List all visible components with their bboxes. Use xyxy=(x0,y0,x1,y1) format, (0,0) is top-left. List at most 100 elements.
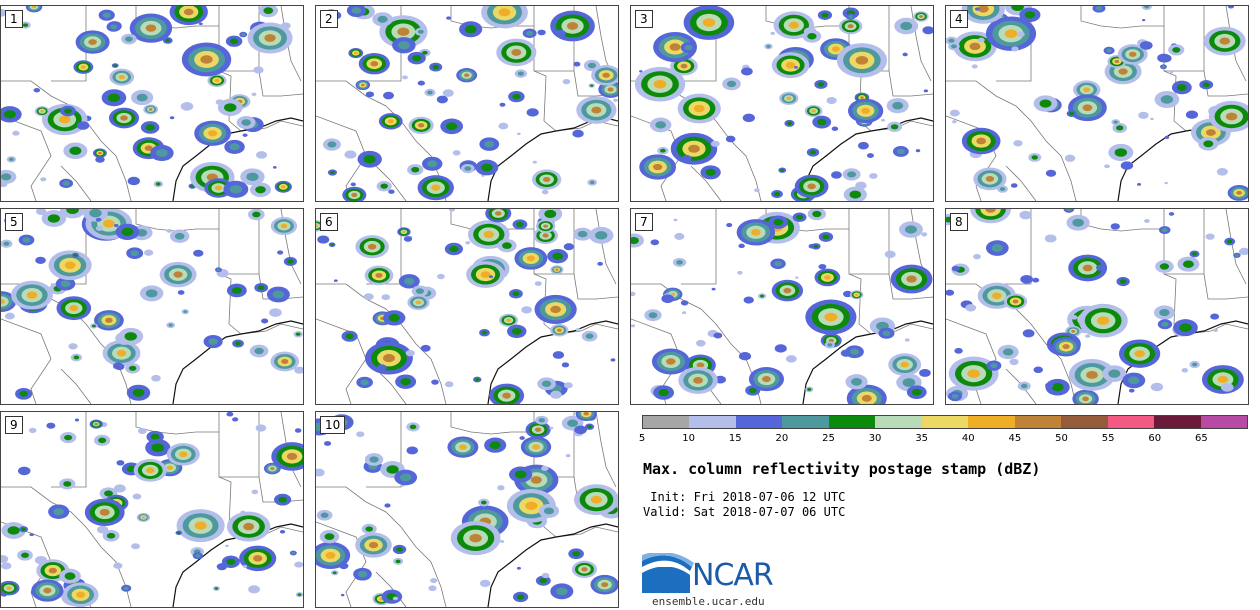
reflectivity-cell xyxy=(60,105,76,117)
ensemble-member-panel: 5 xyxy=(0,208,304,405)
reflectivity-cell xyxy=(365,341,413,375)
reflectivity-cell xyxy=(948,42,960,51)
reflectivity-cell xyxy=(456,68,478,83)
colorbar-tick-label: 20 xyxy=(775,433,789,444)
reflectivity-cell xyxy=(224,139,245,154)
reflectivity-cell xyxy=(35,256,46,264)
reflectivity-cell xyxy=(212,586,220,591)
reflectivity-cell xyxy=(514,247,548,270)
reflectivity-cell xyxy=(836,43,887,78)
reflectivity-cell xyxy=(295,592,303,598)
reflectivity-cell xyxy=(355,235,389,259)
reflectivity-cell xyxy=(651,348,690,375)
reflectivity-cell xyxy=(631,324,636,328)
reflectivity-cell xyxy=(136,512,151,523)
reflectivity-cell xyxy=(232,417,239,422)
reflectivity-cell xyxy=(95,225,104,231)
reflectivity-cell xyxy=(757,293,767,299)
reflectivity-cell xyxy=(1171,80,1192,95)
reflectivity-cell xyxy=(1028,152,1042,162)
colorbar-segment xyxy=(1107,416,1155,428)
reflectivity-cell xyxy=(576,96,617,124)
reflectivity-cell xyxy=(113,484,126,493)
reflectivity-cell xyxy=(379,15,428,49)
reflectivity-cell xyxy=(509,288,523,299)
state-border xyxy=(219,70,303,97)
state-border xyxy=(533,6,547,122)
state-border xyxy=(60,368,92,404)
reflectivity-cell xyxy=(68,343,78,350)
reflectivity-cell xyxy=(741,67,753,76)
reflectivity-cell xyxy=(279,529,286,534)
reflectivity-cell xyxy=(899,221,923,238)
reflectivity-cell xyxy=(497,238,517,253)
reflectivity-cell xyxy=(902,52,908,57)
reflectivity-cell xyxy=(272,166,277,169)
reflectivity-cell xyxy=(588,83,595,88)
colorbar-tick-label: 25 xyxy=(822,433,835,444)
state-border xyxy=(946,80,1077,201)
reflectivity-cell xyxy=(575,412,597,422)
ensemble-url[interactable]: ensemble.ucar.edu xyxy=(652,595,765,608)
radar-map xyxy=(946,6,1248,201)
reflectivity-cell xyxy=(239,545,277,572)
reflectivity-cell xyxy=(269,308,282,317)
reflectivity-cell xyxy=(411,285,429,297)
reflectivity-cell xyxy=(116,460,125,466)
reflectivity-cell xyxy=(922,26,933,35)
reflectivity-cell xyxy=(251,92,257,96)
reflectivity-cell xyxy=(175,530,183,536)
reflectivity-cell xyxy=(348,47,364,59)
reflectivity-cell xyxy=(150,144,174,162)
reflectivity-cell xyxy=(341,330,358,342)
reflectivity-cell xyxy=(431,379,439,385)
reflectivity-cell xyxy=(383,310,406,326)
reflectivity-cell xyxy=(584,423,595,430)
reflectivity-cell xyxy=(737,270,743,275)
reflectivity-cell xyxy=(392,544,407,555)
reflectivity-cell xyxy=(631,291,636,297)
reflectivity-cell xyxy=(430,578,438,584)
reflectivity-cell xyxy=(106,22,121,32)
reflectivity-cell xyxy=(270,216,298,236)
reflectivity-cell xyxy=(1142,19,1146,22)
colorbar-segment xyxy=(1014,416,1062,428)
reflectivity-cell xyxy=(270,351,300,372)
reflectivity-cell xyxy=(532,160,537,164)
state-border xyxy=(1164,70,1248,97)
reflectivity-cell xyxy=(289,550,297,556)
reflectivity-cell xyxy=(1154,90,1180,108)
reflectivity-cell xyxy=(90,323,98,329)
reflectivity-cell xyxy=(1118,339,1161,368)
reflectivity-cell xyxy=(516,566,521,570)
reflectivity-cell xyxy=(232,339,244,348)
state-border xyxy=(1,318,52,404)
reflectivity-cell xyxy=(459,21,483,38)
reflectivity-cell xyxy=(398,274,420,289)
reflectivity-cell xyxy=(1117,44,1148,65)
reflectivity-cell xyxy=(847,98,884,123)
radar-map xyxy=(1,412,303,607)
state-border xyxy=(228,120,303,132)
reflectivity-cell xyxy=(280,22,291,30)
reflectivity-cell xyxy=(71,252,80,258)
state-border xyxy=(218,412,232,528)
reflectivity-cell xyxy=(1220,383,1234,392)
radar-map xyxy=(316,209,618,404)
reflectivity-cell xyxy=(997,344,1019,360)
reflectivity-cell xyxy=(1010,183,1018,188)
reflectivity-cell xyxy=(795,276,799,279)
reflectivity-cell xyxy=(381,294,391,301)
reflectivity-cell xyxy=(1,106,22,123)
reflectivity-cell xyxy=(1168,44,1185,56)
reflectivity-cell xyxy=(881,118,886,122)
state-border xyxy=(595,412,617,488)
reflectivity-cell xyxy=(365,91,375,98)
reflectivity-cell xyxy=(422,156,443,171)
reflectivity-cell xyxy=(915,149,921,153)
reflectivity-cell xyxy=(499,539,505,543)
reflectivity-cell xyxy=(1153,305,1175,320)
ensemble-member-panel: 9 xyxy=(0,411,304,608)
reflectivity-cell xyxy=(40,177,47,182)
reflectivity-cell xyxy=(538,209,563,223)
